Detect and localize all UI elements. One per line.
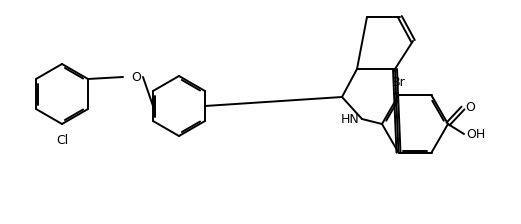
Text: O: O [131,71,141,84]
Text: Cl: Cl [56,134,68,147]
Text: HN: HN [341,112,360,125]
Text: O: O [465,101,475,114]
Text: Br: Br [392,76,405,89]
Text: OH: OH [466,127,485,140]
